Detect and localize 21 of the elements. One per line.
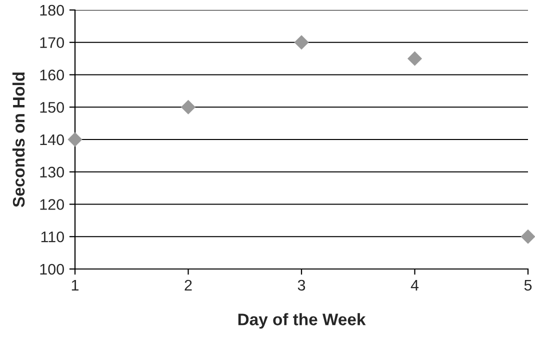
y-tick-label: 120 (40, 199, 64, 210)
x-tick-label: 5 (524, 280, 532, 291)
y-tick-label: 110 (41, 231, 64, 242)
x-tick-label: 1 (72, 280, 79, 290)
point (294, 35, 309, 50)
x-tick-label: 2 (184, 280, 192, 290)
y-axis-title: Seconds on Hold (12, 72, 25, 208)
point (68, 132, 82, 147)
y-tick-label: 100 (40, 264, 64, 275)
y-tick-label: 160 (40, 70, 64, 80)
y-tick-label: 130 (40, 166, 64, 178)
x-tick-label: 3 (298, 280, 306, 291)
x-axis-title: Day of the Week (238, 313, 366, 329)
x-tick-label: 4 (410, 280, 419, 290)
y-tick-label: 170 (40, 37, 64, 48)
point (520, 229, 535, 244)
point (407, 51, 422, 66)
y-tick-label: 140 (40, 134, 64, 146)
y-tick-label: 150 (40, 102, 64, 113)
point (180, 100, 196, 114)
y-tick-label: 180 (40, 4, 64, 16)
